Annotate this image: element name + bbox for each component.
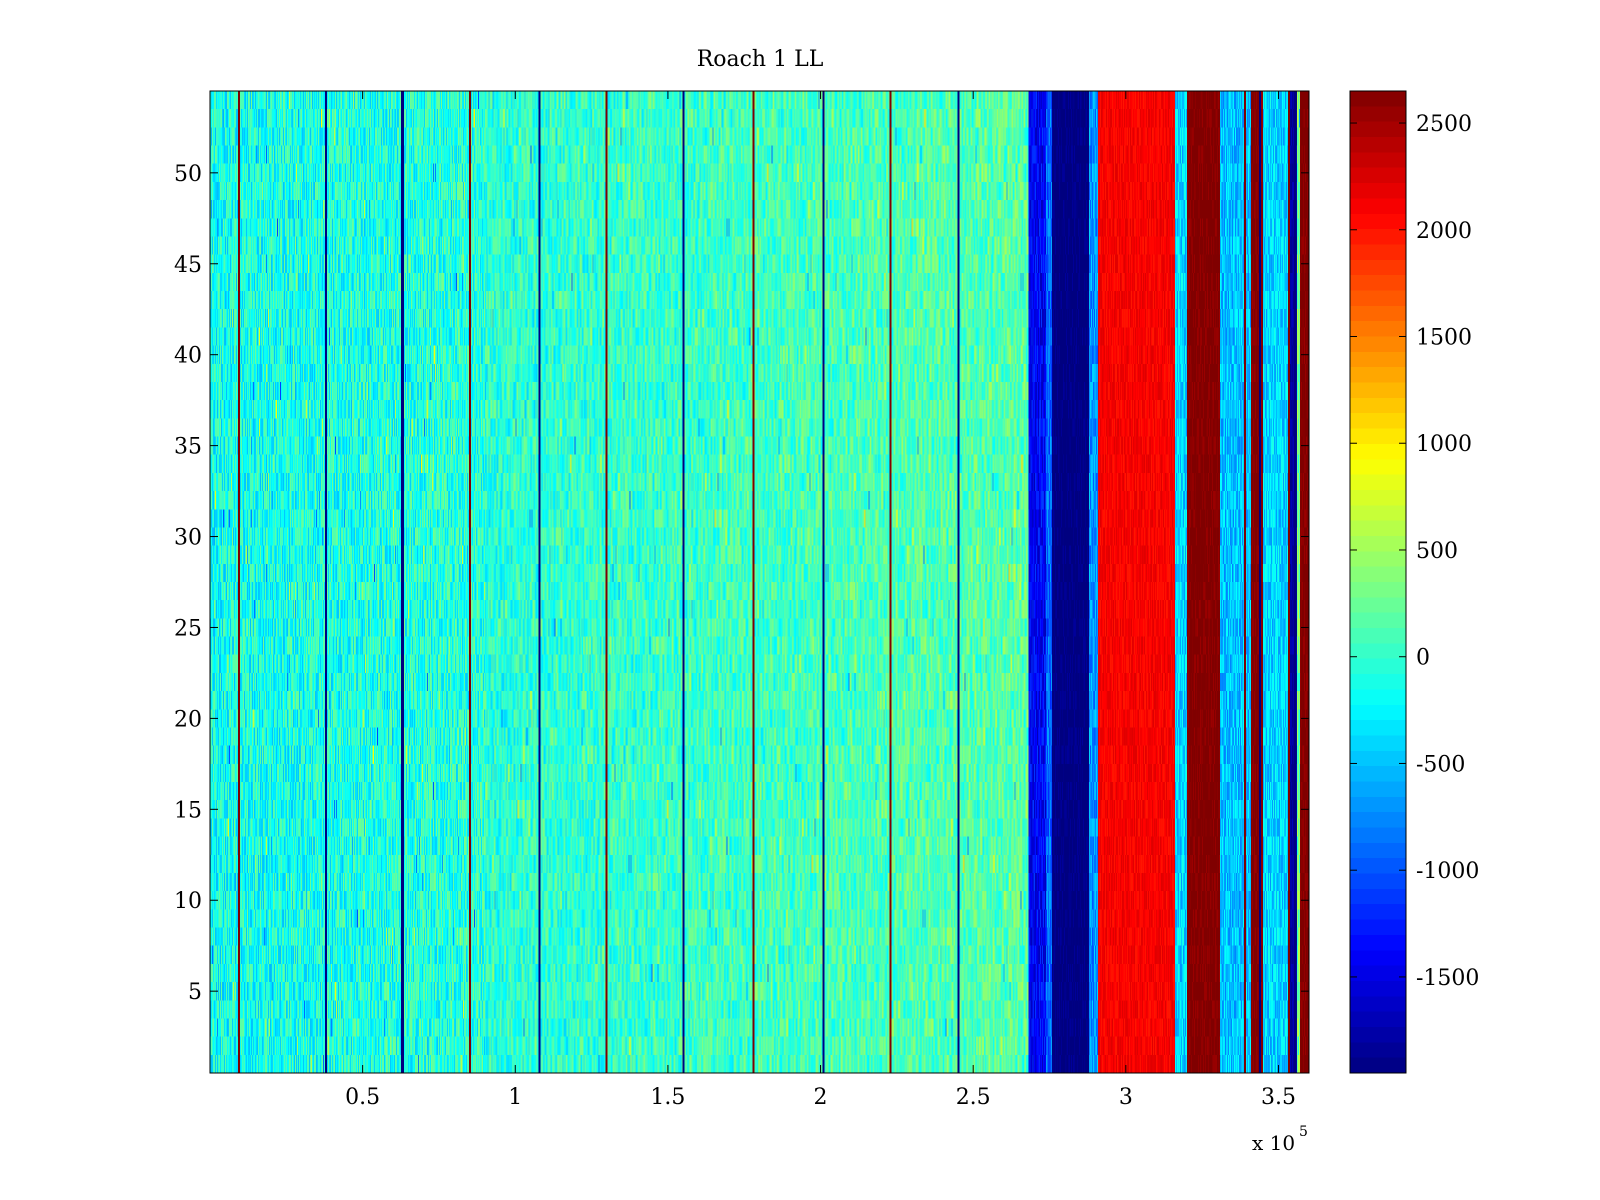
x-axis: 0.5 1 1.5 2 2.5 3 3.5: [345, 91, 1296, 1110]
y-tick-label: 40: [174, 344, 202, 369]
heatmap-image: [210, 91, 1309, 1073]
colorbar-tick-label: 500: [1416, 539, 1458, 564]
colorbar-image: [1350, 91, 1406, 1073]
colorbar-tick-label: -500: [1416, 752, 1465, 777]
y-tick-label: 35: [174, 435, 202, 460]
x-tick-label: 0.5: [345, 1085, 380, 1110]
y-tick-label: 50: [174, 162, 202, 187]
colorbar-tick-label: 1000: [1416, 432, 1472, 457]
y-tick-label: 25: [174, 616, 202, 641]
x-axis-multiplier-exponent: 5: [1299, 1124, 1308, 1140]
x-axis-multiplier: x 10: [1252, 1131, 1295, 1155]
y-tick-label: 20: [174, 707, 202, 732]
colorbar-axis: -1500 -1000 -500 0 500 1000 1500 2000 2500: [1350, 112, 1479, 991]
colorbar-tick-label: 0: [1416, 646, 1430, 671]
x-tick-label: 3: [1119, 1085, 1133, 1110]
colorbar-tick-label: 1500: [1416, 326, 1472, 351]
x-tick-label: 3.5: [1261, 1085, 1296, 1110]
y-tick-label: 45: [174, 253, 202, 278]
y-axis: 5 10 15 20 25 30 35 40 45 50: [174, 162, 1309, 1005]
x-tick-label: 2.5: [956, 1085, 991, 1110]
colorbar-tick-label: -1500: [1416, 966, 1479, 991]
plot-frame: [209, 90, 1310, 1074]
chart-title: Roach 1 LL: [697, 47, 824, 72]
x-tick-label: 2: [814, 1085, 828, 1110]
y-tick-label: 10: [174, 889, 202, 914]
y-tick-label: 30: [174, 526, 202, 551]
colorbar-tick-label: 2000: [1416, 219, 1472, 244]
x-axis-multiplier-base: x 10: [1252, 1131, 1295, 1155]
x-tick-label: 1.5: [650, 1085, 685, 1110]
y-tick-label: 15: [174, 798, 202, 823]
colorbar-tick-label: 2500: [1416, 112, 1472, 137]
colorbar-frame: [1349, 90, 1407, 1074]
colorbar-tick-label: -1000: [1416, 859, 1479, 884]
x-tick-label: 1: [508, 1085, 522, 1110]
y-tick-label: 5: [188, 980, 202, 1005]
